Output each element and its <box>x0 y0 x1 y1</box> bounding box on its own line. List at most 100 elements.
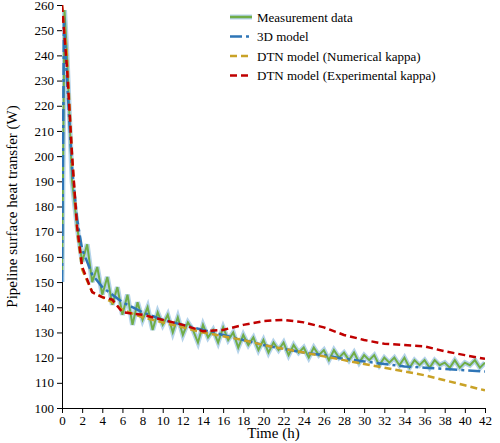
y-tick-label: 120 <box>35 350 55 365</box>
plot-area: 0246810121416182022242628303234363840421… <box>35 0 493 428</box>
legend-label: DTN model (Numerical kappa) <box>257 49 421 64</box>
x-tick: 16 <box>217 408 231 428</box>
y-tick: 220 <box>35 98 63 113</box>
legend-swatch-halo <box>230 15 252 20</box>
x-tick-label: 2 <box>79 413 86 428</box>
x-tick-label: 12 <box>177 413 190 428</box>
y-tick-label: 140 <box>35 300 55 315</box>
series-line <box>62 10 485 368</box>
x-tick-label: 4 <box>100 413 107 428</box>
legend-label: Measurement data <box>257 10 353 25</box>
x-tick-label: 6 <box>120 413 127 428</box>
y-tick-mark <box>57 30 62 31</box>
x-tick-label: 8 <box>140 413 147 428</box>
x-tick: 14 <box>197 408 211 428</box>
x-tick-label: 26 <box>318 413 332 428</box>
x-axis-title: Time (h) <box>247 425 299 442</box>
x-tick: 30 <box>358 408 371 428</box>
x-tick-label: 24 <box>298 413 312 428</box>
x-tick: 36 <box>419 408 433 428</box>
y-tick: 110 <box>35 375 62 390</box>
y-tick: 200 <box>35 149 63 164</box>
legend-label: 3D model <box>257 29 309 44</box>
x-tick: 24 <box>298 408 312 428</box>
x-tick-label: 0 <box>59 413 66 428</box>
legend-entry: Measurement data <box>230 10 353 25</box>
legend-swatch <box>230 55 252 58</box>
y-tick-label: 220 <box>35 98 55 113</box>
x-tick-label: 34 <box>398 413 412 428</box>
y-tick: 260 <box>35 0 63 13</box>
y-axis-title: Pipeline surface heat transfer (W) <box>4 105 21 307</box>
y-tick: 130 <box>35 325 63 340</box>
y-tick-label: 190 <box>35 174 55 189</box>
x-tick: 32 <box>378 408 391 428</box>
x-tick: 6 <box>120 408 127 428</box>
x-tick: 12 <box>177 408 190 428</box>
y-tick: 230 <box>35 73 63 88</box>
x-tick: 40 <box>459 408 472 428</box>
series-line <box>62 5 485 359</box>
x-tick-label: 40 <box>459 413 472 428</box>
y-tick-label: 240 <box>35 48 55 63</box>
y-tick-mark <box>57 282 62 283</box>
y-tick-label: 130 <box>35 325 55 340</box>
x-tick: 0 <box>59 408 66 428</box>
y-tick-mark <box>57 5 62 6</box>
y-tick-mark <box>57 358 62 359</box>
y-tick-mark <box>57 181 62 182</box>
x-tick: 28 <box>338 408 351 428</box>
x-tick-label: 42 <box>479 413 492 428</box>
y-tick-mark <box>57 232 62 233</box>
y-tick-label: 110 <box>35 375 54 390</box>
y-tick: 120 <box>35 350 63 365</box>
legend-swatch <box>230 35 252 38</box>
y-tick-label: 250 <box>35 23 55 38</box>
x-tick-label: 14 <box>197 413 211 428</box>
x-tick-label: 38 <box>439 413 452 428</box>
series-halo <box>62 10 485 368</box>
y-tick-mark <box>57 55 62 56</box>
x-tick-label: 30 <box>358 413 371 428</box>
y-tick: 140 <box>35 300 63 315</box>
y-tick-mark <box>57 257 62 258</box>
y-tick-mark <box>57 81 62 82</box>
x-tick-label: 36 <box>419 413 433 428</box>
x-tick: 4 <box>100 408 107 428</box>
y-tick: 240 <box>35 48 63 63</box>
x-tick: 10 <box>157 408 170 428</box>
y-tick-label: 150 <box>35 275 55 290</box>
series-line <box>62 18 485 372</box>
x-tick: 42 <box>479 408 492 428</box>
y-tick-label: 210 <box>35 124 55 139</box>
x-tick-label: 28 <box>338 413 351 428</box>
legend-entry: DTN model (Numerical kappa) <box>230 49 421 64</box>
y-tick-label: 260 <box>35 0 55 13</box>
y-tick: 150 <box>35 275 63 290</box>
legend-swatch <box>230 16 252 19</box>
x-tick: 2 <box>79 408 86 428</box>
y-tick: 250 <box>35 23 63 38</box>
legend-swatch <box>230 74 252 77</box>
x-tick: 26 <box>318 408 332 428</box>
x-tick-label: 10 <box>157 413 170 428</box>
y-tick: 170 <box>35 224 63 239</box>
y-tick-label: 180 <box>35 199 55 214</box>
y-axis: 100 110 120 130 140 150 160 170 180 190 200 210 220 2… <box>35 0 63 416</box>
series-group <box>62 5 485 390</box>
y-tick: 160 <box>35 250 63 265</box>
y-tick-label: 160 <box>35 250 55 265</box>
x-tick-label: 32 <box>378 413 391 428</box>
y-tick-mark <box>57 106 62 107</box>
x-tick-label: 16 <box>217 413 231 428</box>
series-line <box>62 5 485 390</box>
y-tick: 100 <box>35 401 63 416</box>
chart-svg: 0246810121416182022242628303234363840421… <box>0 0 500 443</box>
axis-line <box>57 6 63 409</box>
y-tick-mark <box>57 408 62 409</box>
legend: Measurement data 3D model DTN model (Numer… <box>230 10 436 84</box>
y-tick-label: 200 <box>35 149 55 164</box>
y-tick: 180 <box>35 199 63 214</box>
y-tick-mark <box>57 383 62 384</box>
y-tick-mark <box>57 332 62 333</box>
